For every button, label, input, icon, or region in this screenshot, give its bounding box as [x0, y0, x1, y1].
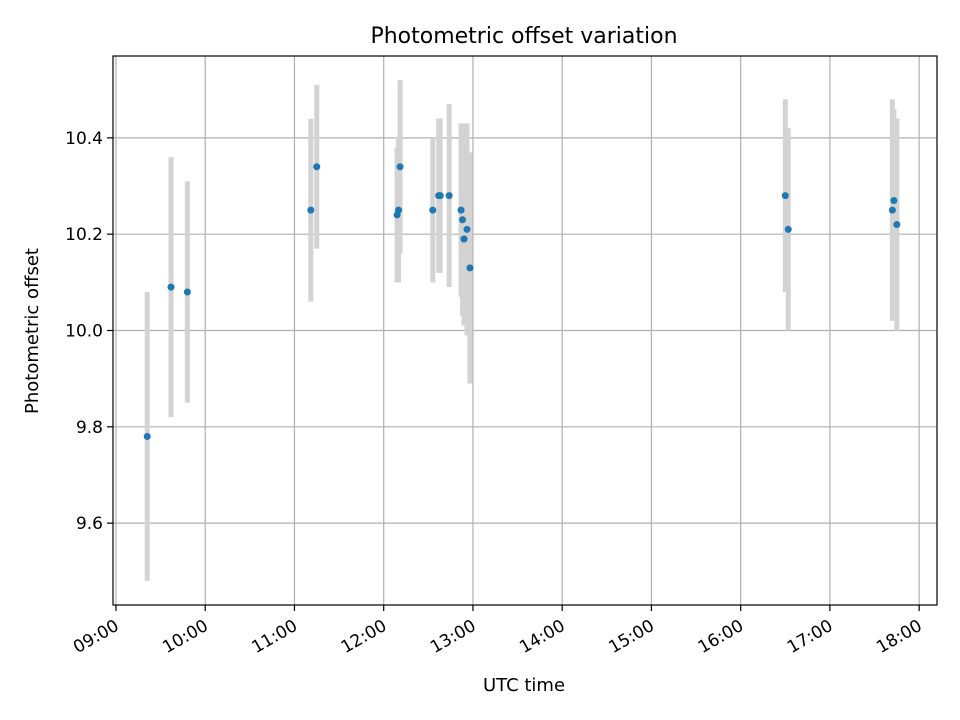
data-point — [313, 163, 321, 171]
y-tick-label: 9.6 — [76, 514, 103, 534]
data-point — [888, 206, 896, 214]
data-point — [143, 432, 151, 440]
y-axis-label: Photometric offset — [22, 248, 43, 414]
data-point — [396, 163, 404, 171]
x-axis-label: UTC time — [483, 675, 565, 696]
y-tick-label: 10.0 — [65, 322, 103, 342]
data-point — [466, 264, 474, 272]
data-point — [395, 206, 403, 214]
data-point — [460, 235, 468, 243]
grid — [113, 56, 937, 605]
data-points — [143, 163, 901, 440]
data-point — [307, 206, 315, 214]
data-point — [781, 192, 789, 200]
data-point — [445, 192, 453, 200]
data-point — [893, 221, 901, 229]
data-point — [183, 288, 191, 296]
data-point — [436, 192, 444, 200]
data-point — [459, 216, 467, 224]
data-point — [457, 206, 465, 214]
data-point — [167, 283, 175, 291]
data-point — [429, 206, 437, 214]
y-tick-label: 10.2 — [65, 225, 103, 245]
chart-title: Photometric offset variation — [370, 24, 677, 49]
data-point — [463, 225, 471, 233]
y-tick-label: 10.4 — [65, 129, 103, 149]
y-tick-label: 9.8 — [76, 418, 103, 438]
data-point — [784, 225, 792, 233]
data-point — [890, 196, 898, 204]
y-axis-ticks: 9.6 9.8 10.0 10.2 10.4 — [65, 129, 113, 534]
